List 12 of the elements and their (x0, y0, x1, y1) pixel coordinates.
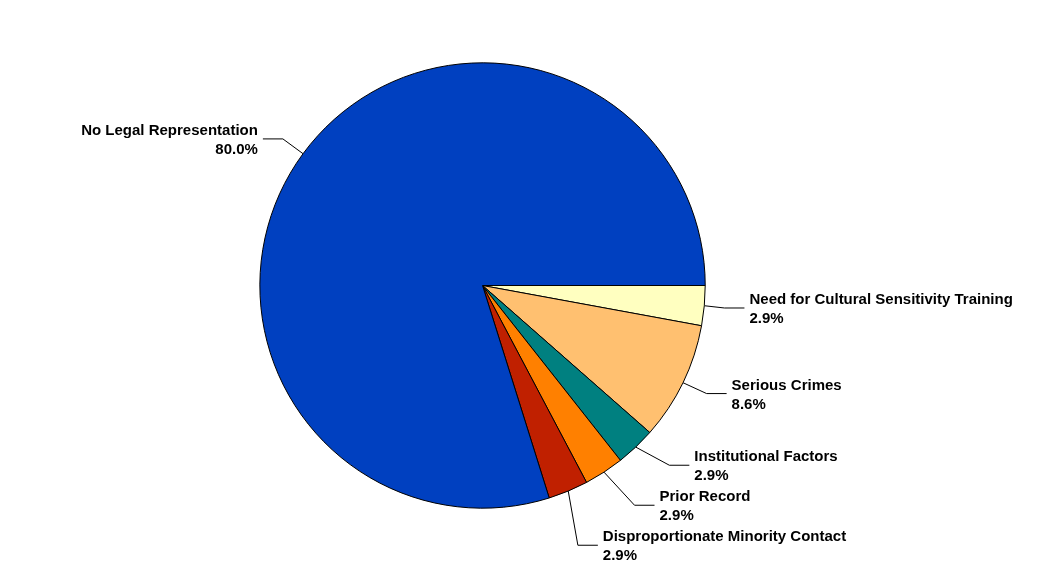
data-label: 2.9% (749, 308, 784, 326)
slice-label: Need for Cultural Sensitivity Training (749, 289, 1013, 307)
slice-label: Serious Crimes (731, 375, 842, 393)
data-label: 2.9% (659, 506, 694, 524)
data-label: 80.0% (215, 139, 258, 157)
slice-label: Prior Record (659, 487, 751, 505)
data-label: 8.6% (731, 394, 766, 412)
slice-label: Disproportionate Minority Contact (602, 527, 847, 545)
data-label: 2.9% (694, 466, 729, 484)
slice-label: Institutional Factors (694, 447, 838, 465)
data-label: 2.9% (602, 546, 638, 564)
slice-label: No Legal Representation (81, 120, 258, 138)
